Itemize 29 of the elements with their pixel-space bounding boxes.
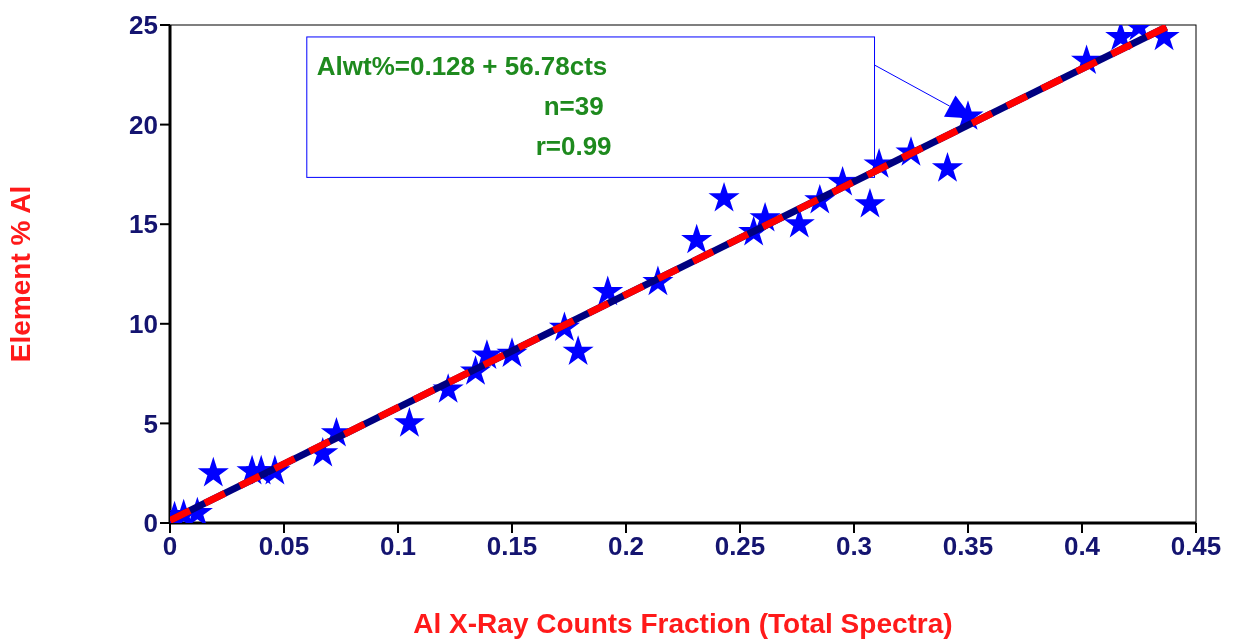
point	[931, 152, 964, 182]
y-tick-label: 0	[143, 508, 158, 539]
x-tick-label: 0.3	[835, 531, 873, 562]
point	[592, 275, 624, 306]
x-tick-label: 0.15	[486, 531, 538, 562]
x-tick-label: 0	[162, 531, 178, 562]
point	[681, 223, 713, 254]
point	[393, 407, 425, 437]
annotation: r=0.99	[535, 130, 612, 161]
point	[854, 187, 886, 218]
y-tick-label: 25	[129, 10, 158, 41]
x-tick-label: 0.1	[379, 531, 417, 562]
x-tick-label: 0.25	[714, 531, 766, 562]
x-axis-title: Al X-Ray Counts Fraction (Total Spectra)	[413, 608, 953, 639]
y-axis-title: Element % Al	[4, 185, 36, 363]
y-tick-label: 20	[129, 109, 158, 140]
x-tick-label: 0.45	[1170, 531, 1222, 562]
y-tick-label: 10	[129, 309, 158, 340]
y-tick-label: 15	[129, 209, 158, 240]
x-tick-label: 0.4	[1063, 531, 1101, 562]
x-tick-label: 0.05	[258, 531, 310, 562]
x-tick-label: 0.35	[942, 531, 994, 562]
annotation: Alwt%=0.128 + 56.78cts	[316, 50, 608, 81]
x-tick-label: 0.2	[607, 531, 645, 562]
point	[708, 181, 740, 212]
y-tick-label: 5	[143, 408, 158, 439]
point	[562, 335, 594, 365]
annotation: n=39	[543, 90, 604, 121]
point	[197, 456, 229, 487]
